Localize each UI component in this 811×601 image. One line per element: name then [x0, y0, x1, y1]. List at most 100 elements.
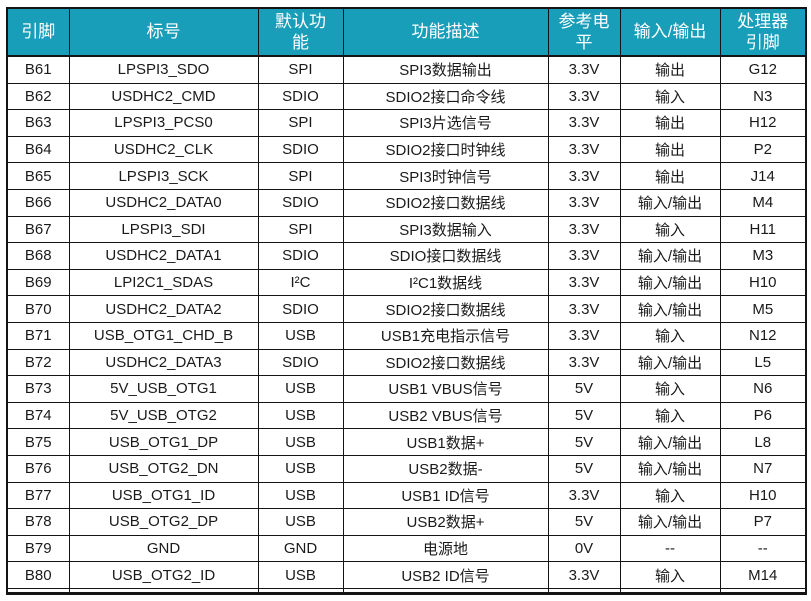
cell-io: 输入/输出: [619, 428, 721, 456]
cell-default_function: USB: [257, 454, 344, 483]
cell-default_function: SDIO: [257, 348, 344, 377]
pin-assignment-table: 引脚 标号 默认功 能 功能描述 参考电 平 输入/输出 处理器 引脚 B61 L…: [6, 7, 807, 596]
cell-signal_label: USDHC2_CLK: [68, 135, 259, 164]
cell-description-partial: [342, 587, 549, 595]
cell-io: 输入/输出: [619, 242, 721, 270]
cell-processor_pin: N12: [719, 321, 807, 350]
cell-processor_pin: P2: [719, 135, 807, 164]
cell-description: USB2数据-: [342, 454, 549, 483]
cell-default_function: SDIO: [257, 188, 344, 217]
cell-pin: B73: [6, 375, 70, 403]
table-row: B78 USB_OTG2_DP USB USB2数据+ 5V 输入/输出 P7: [6, 508, 807, 536]
cell-description: 电源地: [342, 534, 549, 563]
cell-io: 输入: [619, 215, 721, 244]
cell-processor_pin: M3: [719, 242, 807, 270]
table-row: B65 LPSPI3_SCK SPI SPI3时钟信号 3.3V 输出 J14: [6, 162, 807, 190]
cell-processor_pin: L5: [719, 348, 807, 377]
cell-processor_pin: H11: [719, 215, 807, 244]
table-row: B63 LPSPI3_PCS0 SPI SPI3片选信号 3.3V 输出 H12: [6, 109, 807, 137]
column-header-processor-pin: 处理器 引脚: [719, 7, 807, 57]
table-row: B77 USB_OTG1_ID USB USB1 ID信号 3.3V 输入 H10: [6, 481, 807, 510]
cell-reference_level: 3.3V: [547, 321, 621, 350]
cell-description: SDIO2接口命令线: [342, 82, 549, 111]
cell-io: 输入: [619, 481, 721, 510]
table-row: B66 USDHC2_DATA0 SDIO SDIO2接口数据线 3.3V 输入/输出 M4: [6, 188, 807, 217]
cell-signal_label: USDHC2_DATA0: [68, 188, 259, 217]
cell-io: 输出: [619, 135, 721, 164]
cell-signal_label: USDHC2_DATA3: [68, 348, 259, 377]
pin-table-container: 引脚 标号 默认功 能 功能描述 参考电 平 输入/输出 处理器 引脚 B61 L…: [6, 7, 807, 596]
cell-reference_level: 3.3V: [547, 82, 621, 111]
cell-description: SDIO2接口数据线: [342, 295, 549, 323]
cell-processor_pin: P6: [719, 401, 807, 430]
cell-description: USB2 VBUS信号: [342, 401, 549, 430]
cell-reference_level: 3.3V: [547, 162, 621, 190]
cell-description: SDIO2接口时钟线: [342, 135, 549, 164]
cell-processor_pin: M14: [719, 561, 807, 589]
cell-io: 输入/输出: [619, 454, 721, 483]
cell-processor_pin: --: [719, 534, 807, 563]
column-header-description: 功能描述: [342, 7, 549, 57]
column-header-signal-label: 标号: [68, 7, 259, 57]
cell-description: USB1数据+: [342, 428, 549, 456]
cell-pin-partial: [6, 587, 70, 595]
cell-pin: B72: [6, 348, 70, 377]
table-row: B68 USDHC2_DATA1 SDIO SDIO接口数据线 3.3V 输入/输出 M3: [6, 242, 807, 270]
cell-pin: B65: [6, 162, 70, 190]
cell-default_function: USB: [257, 428, 344, 456]
cell-io-partial: [619, 587, 721, 595]
cell-pin: B66: [6, 188, 70, 217]
cell-description: SPI3片选信号: [342, 109, 549, 137]
cell-pin: B79: [6, 534, 70, 563]
cell-signal_label: USB_OTG2_DN: [68, 454, 259, 483]
cell-default_function-partial: [257, 587, 344, 595]
cell-processor_pin: H10: [719, 268, 807, 297]
cell-reference_level: 3.3V: [547, 215, 621, 244]
cell-processor_pin-partial: [719, 587, 807, 595]
cell-io: 输入: [619, 82, 721, 111]
cell-reference_level: 0V: [547, 534, 621, 563]
table-row: B73 5V_USB_OTG1 USB USB1 VBUS信号 5V 输入 N6: [6, 375, 807, 403]
table-row: B69 LPI2C1_SDAS I²C I²C1数据线 3.3V 输入/输出 H10: [6, 268, 807, 297]
cell-io: 输入/输出: [619, 508, 721, 536]
cell-default_function: USB: [257, 321, 344, 350]
table-row: B70 USDHC2_DATA2 SDIO SDIO2接口数据线 3.3V 输入/输出 M5: [6, 295, 807, 323]
cell-io: 输出: [619, 55, 721, 84]
cell-pin: B69: [6, 268, 70, 297]
cell-description: SDIO2接口数据线: [342, 188, 549, 217]
cell-signal_label: USB_OTG1_DP: [68, 428, 259, 456]
cell-reference_level: 5V: [547, 508, 621, 536]
cell-signal_label: LPSPI3_SDI: [68, 215, 259, 244]
cell-signal_label: 5V_USB_OTG1: [68, 375, 259, 403]
cell-default_function: USB: [257, 375, 344, 403]
cell-description: SDIO2接口数据线: [342, 348, 549, 377]
cell-reference_level: 3.3V: [547, 481, 621, 510]
cell-io: 输出: [619, 109, 721, 137]
table-row: B72 USDHC2_DATA3 SDIO SDIO2接口数据线 3.3V 输入/输出 L5: [6, 348, 807, 377]
header-row: 引脚 标号 默认功 能 功能描述 参考电 平 输入/输出 处理器 引脚: [6, 7, 807, 57]
cell-default_function: SDIO: [257, 242, 344, 270]
cell-io: 输入: [619, 561, 721, 589]
cell-default_function: USB: [257, 561, 344, 589]
column-header-io: 输入/输出: [619, 7, 721, 57]
cell-pin: B62: [6, 82, 70, 111]
cell-reference_level-partial: [547, 587, 621, 595]
cell-pin: B71: [6, 321, 70, 350]
cell-pin: B78: [6, 508, 70, 536]
cell-processor_pin: H12: [719, 109, 807, 137]
cell-default_function: USB: [257, 401, 344, 430]
cell-processor_pin: G12: [719, 55, 807, 84]
column-header-default-function: 默认功 能: [257, 7, 344, 57]
cell-pin: B74: [6, 401, 70, 430]
cell-signal_label-partial: [68, 587, 259, 595]
cell-pin: B70: [6, 295, 70, 323]
table-row: B75 USB_OTG1_DP USB USB1数据+ 5V 输入/输出 L8: [6, 428, 807, 456]
cell-signal_label: GND: [68, 534, 259, 563]
cell-reference_level: 3.3V: [547, 55, 621, 84]
cell-reference_level: 5V: [547, 428, 621, 456]
cell-reference_level: 3.3V: [547, 561, 621, 589]
cell-description: SPI3数据输出: [342, 55, 549, 84]
cell-default_function: SPI: [257, 55, 344, 84]
cell-reference_level: 3.3V: [547, 135, 621, 164]
cell-io: 输入/输出: [619, 268, 721, 297]
